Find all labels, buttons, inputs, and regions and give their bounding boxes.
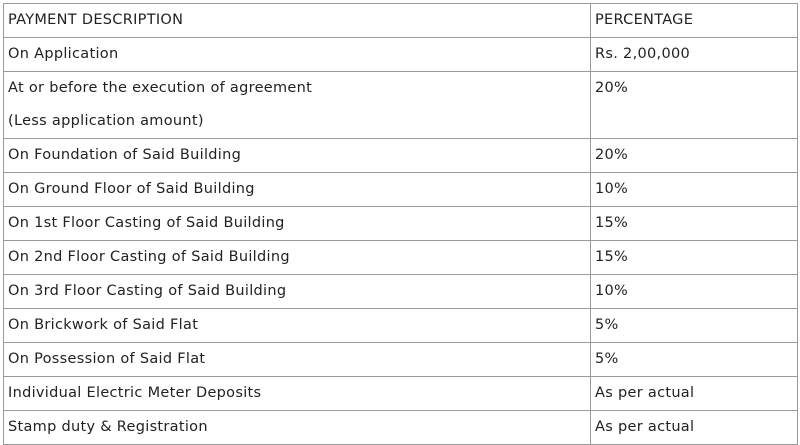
cell-line: At or before the execution of agreement <box>8 80 313 96</box>
header-cell: PERCENTAGE <box>590 3 798 38</box>
table-cell: On 3rd Floor Casting of Said Building <box>3 274 591 309</box>
table-cell: 20% <box>590 71 798 139</box>
table-row: At or before the execution of agreement (… <box>3 71 798 139</box>
table-row: On 1st Floor Casting of Said Building 15% <box>3 206 798 241</box>
table-cell: 20% <box>590 138 798 173</box>
table-cell: 10% <box>590 274 798 309</box>
table-cell: As per actual <box>590 410 798 445</box>
table-row: On 3rd Floor Casting of Said Building 10% <box>3 274 798 309</box>
table-row: On 2nd Floor Casting of Said Building 15% <box>3 240 798 275</box>
table-cell: Individual Electric Meter Deposits <box>3 376 591 411</box>
table-cell: On Foundation of Said Building <box>3 138 591 173</box>
table-cell: On Brickwork of Said Flat <box>3 308 591 343</box>
header-row: PAYMENT DESCRIPTION PERCENTAGE <box>3 3 798 38</box>
table-cell: 10% <box>590 172 798 207</box>
cell-line: (Less application amount) <box>8 113 204 129</box>
table-cell: On Possession of Said Flat <box>3 342 591 377</box>
table-row: Individual Electric Meter Deposits As per… <box>3 376 798 411</box>
table-cell: As per actual <box>590 376 798 411</box>
table-cell: 5% <box>590 342 798 377</box>
table-cell: 15% <box>590 206 798 241</box>
table-cell: Stamp duty & Registration <box>3 410 591 445</box>
table-row: On Foundation of Said Building 20% <box>3 138 798 173</box>
table-cell: Rs. 2,00,000 <box>590 37 798 72</box>
header-cell: PAYMENT DESCRIPTION <box>3 3 591 38</box>
table-row: On Brickwork of Said Flat 5% <box>3 308 798 343</box>
table-cell: On Application <box>3 37 591 72</box>
table-cell: On Ground Floor of Said Building <box>3 172 591 207</box>
table-row: On Application Rs. 2,00,000 <box>3 37 798 72</box>
table-cell: On 1st Floor Casting of Said Building <box>3 206 591 241</box>
table-cell: At or before the execution of agreement (… <box>3 71 591 139</box>
table-cell: 15% <box>590 240 798 275</box>
table-row: On Ground Floor of Said Building 10% <box>3 172 798 207</box>
table-cell: 5% <box>590 308 798 343</box>
table-cell: On 2nd Floor Casting of Said Building <box>3 240 591 275</box>
table-body: On Application Rs. 2,00,000 At or before t… <box>3 37 798 445</box>
table-row: Stamp duty & Registration As per actual <box>3 410 798 445</box>
payment-table: PAYMENT DESCRIPTION PERCENTAGE On Applic… <box>3 3 798 445</box>
table-row: On Possession of Said Flat 5% <box>3 342 798 377</box>
